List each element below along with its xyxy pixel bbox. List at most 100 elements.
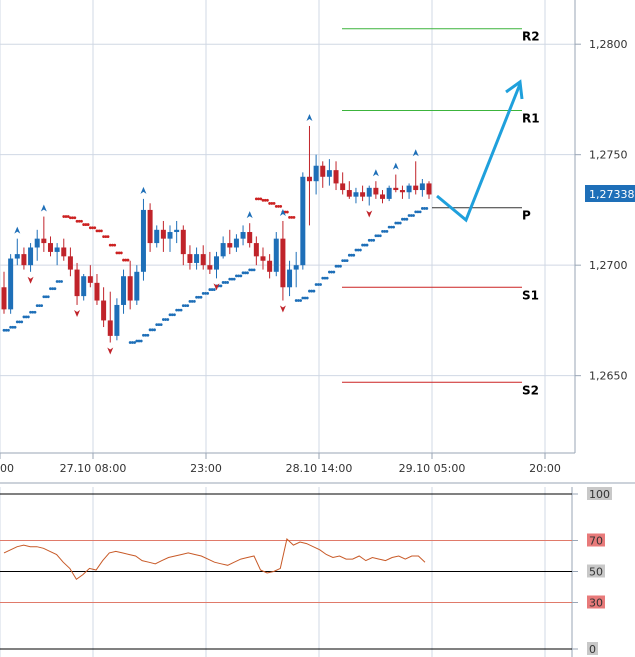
pivot-levels: R2 R1 P S1 S2 [342,28,540,397]
psar-dot [71,216,75,220]
psar-dot [347,253,351,257]
fractal-up-icon [246,211,253,219]
rsi-tick-label: 30 [589,597,603,610]
psar-dot [159,323,163,326]
psar-dot [334,264,338,268]
psar-dot [2,328,6,332]
psar-dot [261,198,265,202]
psar-dot [398,221,402,225]
candlesticks [1,125,432,343]
psar-dot [270,202,274,205]
psar-dot [412,214,415,217]
psar-dot [130,341,134,344]
price-axis-ticks: 1,2800 1,2750 1,2700 1,2650 [575,38,628,383]
psar-dot [363,243,367,247]
fractal-markers [14,113,419,355]
psar-dot [263,198,267,202]
psar-dot [370,238,373,242]
psar-dot [407,214,411,217]
psar-dot [416,210,420,214]
candle-body [34,238,40,248]
price-plot-area[interactable] [0,0,575,453]
candle-body [306,176,312,182]
psar-dot [232,277,236,281]
psar-dot [210,288,214,291]
psar-dot [299,299,303,302]
psar-dot [241,271,245,275]
psar-dot [124,258,128,262]
candle-body [393,187,399,191]
psar-dot [57,280,61,283]
psar-dot [164,318,167,321]
psar-dot [423,207,426,210]
candle-body [406,185,412,193]
psar-dot [20,320,24,324]
psar-dot [188,299,192,303]
candle-body [214,256,219,270]
psar-dot [177,308,181,312]
psar-dot [95,229,99,233]
psar-dot [35,304,39,308]
price-tick-label: 1,2800 [589,38,628,51]
psar-dot [42,295,46,299]
rsi-series-line [3,538,426,581]
candle-body [107,320,113,336]
price-tick-label: 1,2650 [589,370,628,383]
fractal-down-icon [74,309,81,317]
psar-dot [420,207,424,210]
candle-body [273,238,279,272]
psar-dot [239,274,243,278]
candle-body [81,276,87,297]
psar-dot [201,291,205,295]
candle-body [54,247,60,252]
psar-dot [325,276,329,280]
psar-dot [31,310,35,314]
psar-dot [186,304,190,308]
fractal-up-icon [40,204,47,212]
psar-dot [170,313,174,317]
psar-dot [418,210,422,214]
psar-dot [199,295,203,299]
psar-dot [321,276,325,280]
fractal-up-icon [306,113,313,121]
psar-dot [122,258,125,262]
price-gridlines [0,0,575,453]
fractal-up-icon [372,169,379,177]
rsi-tick-tag-bg [587,487,612,500]
psar-dot [246,271,249,275]
candle-body [47,243,53,252]
psar-dot [150,328,154,332]
psar-dot [62,215,66,218]
candle-body [21,254,27,266]
psar-dot [97,229,101,233]
psar-dot [403,217,407,221]
psar-dot [414,210,418,214]
time-tick-label: 20:00 [529,462,561,475]
time-tick-label: 28.10 14:00 [286,462,353,475]
psar-dot [310,289,314,293]
psar-dot [376,234,380,238]
candle-body [134,271,140,301]
candle-body [127,276,133,301]
psar-dot [55,280,59,283]
level-label-r2: R2 [522,30,540,44]
psar-dot [268,202,272,205]
psar-dot [22,315,26,319]
psar-dot [157,323,161,326]
candle-body [419,183,425,191]
candle-body [140,209,146,272]
psar-dot [53,287,57,291]
candle-body [167,232,173,239]
psar-dot [308,289,311,293]
psar-dot [104,235,108,239]
candle-body [28,247,34,266]
candle-body [94,282,100,301]
psar-dot [336,264,340,268]
candle-body [247,232,253,244]
psar-dot [206,291,210,295]
candle-body [87,276,93,283]
psar-dot [237,274,241,278]
psar-dot [248,268,252,272]
psar-dot [4,328,8,332]
psar-dot [356,248,360,252]
